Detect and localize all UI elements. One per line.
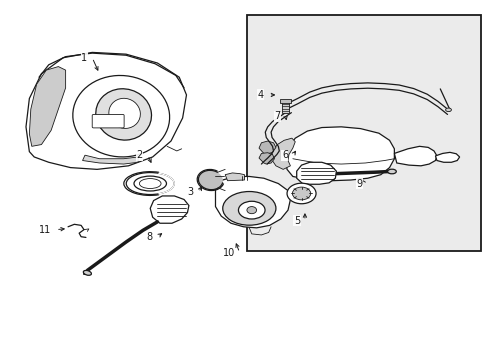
Ellipse shape — [223, 192, 275, 225]
Text: 8: 8 — [146, 232, 152, 242]
Polygon shape — [435, 152, 459, 162]
Text: 9: 9 — [356, 179, 362, 189]
Ellipse shape — [238, 201, 264, 219]
Text: 11: 11 — [39, 225, 51, 235]
Ellipse shape — [387, 169, 395, 174]
Polygon shape — [270, 138, 295, 169]
Polygon shape — [224, 173, 244, 181]
Ellipse shape — [198, 170, 223, 190]
Ellipse shape — [73, 76, 169, 157]
Polygon shape — [29, 67, 65, 146]
Bar — [282, 102, 288, 113]
Ellipse shape — [445, 108, 450, 112]
Circle shape — [246, 207, 256, 214]
FancyBboxPatch shape — [92, 114, 124, 128]
Bar — [246, 15, 480, 251]
Ellipse shape — [96, 89, 151, 140]
Polygon shape — [82, 155, 138, 164]
Text: 10: 10 — [222, 248, 234, 258]
Text: 1: 1 — [81, 53, 87, 63]
Polygon shape — [296, 162, 336, 184]
Ellipse shape — [292, 187, 310, 200]
Text: 2: 2 — [137, 150, 142, 160]
Bar — [279, 99, 291, 103]
Text: 4: 4 — [257, 90, 264, 100]
Text: 3: 3 — [187, 188, 193, 197]
Polygon shape — [285, 127, 393, 181]
Polygon shape — [150, 196, 188, 223]
Ellipse shape — [83, 270, 91, 275]
Polygon shape — [26, 53, 186, 169]
Text: 5: 5 — [293, 216, 300, 226]
Text: 6: 6 — [281, 150, 287, 160]
Polygon shape — [259, 141, 275, 154]
Ellipse shape — [109, 98, 140, 129]
Ellipse shape — [286, 183, 315, 204]
Polygon shape — [393, 146, 436, 166]
Text: 7: 7 — [274, 111, 280, 121]
Polygon shape — [215, 176, 290, 228]
Polygon shape — [259, 153, 274, 164]
